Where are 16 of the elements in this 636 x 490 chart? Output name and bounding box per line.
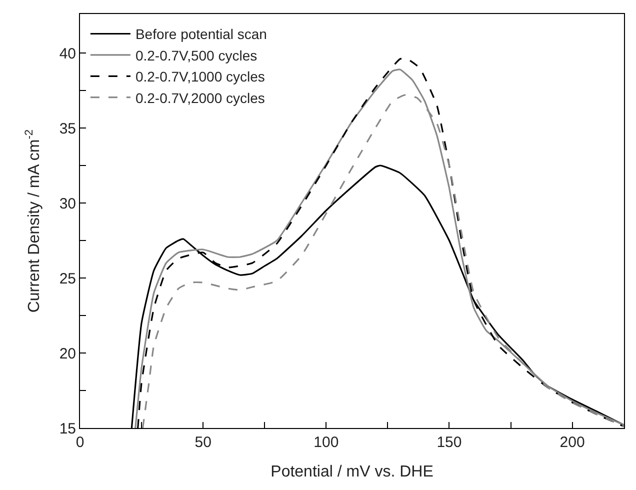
x-tick-label: 100: [314, 434, 339, 451]
x-tick-label: 0: [76, 434, 84, 451]
y-tick-label: 35: [59, 120, 76, 138]
x-axis-title: Potential / mV vs. DHE: [270, 464, 434, 481]
y-tick-label: 40: [59, 45, 76, 62]
y-tick-label: 25: [59, 270, 76, 288]
x-tick-label: 200: [560, 434, 585, 451]
y-tick-label: 20: [59, 345, 76, 362]
x-tick-label: 50: [194, 434, 212, 451]
y-tick-label: 15: [59, 420, 76, 438]
y-tick-label: 30: [59, 195, 76, 212]
legend-label: 0.2-0.7V,500 cycles: [135, 47, 258, 64]
legend-label: 0.2-0.7V,1000 cycles: [135, 68, 265, 85]
legend-label: Before potential scan: [135, 26, 267, 42]
legend-label: 0.2-0.7V,2000 cycles: [135, 90, 265, 106]
x-tick-label: 150: [436, 434, 462, 451]
